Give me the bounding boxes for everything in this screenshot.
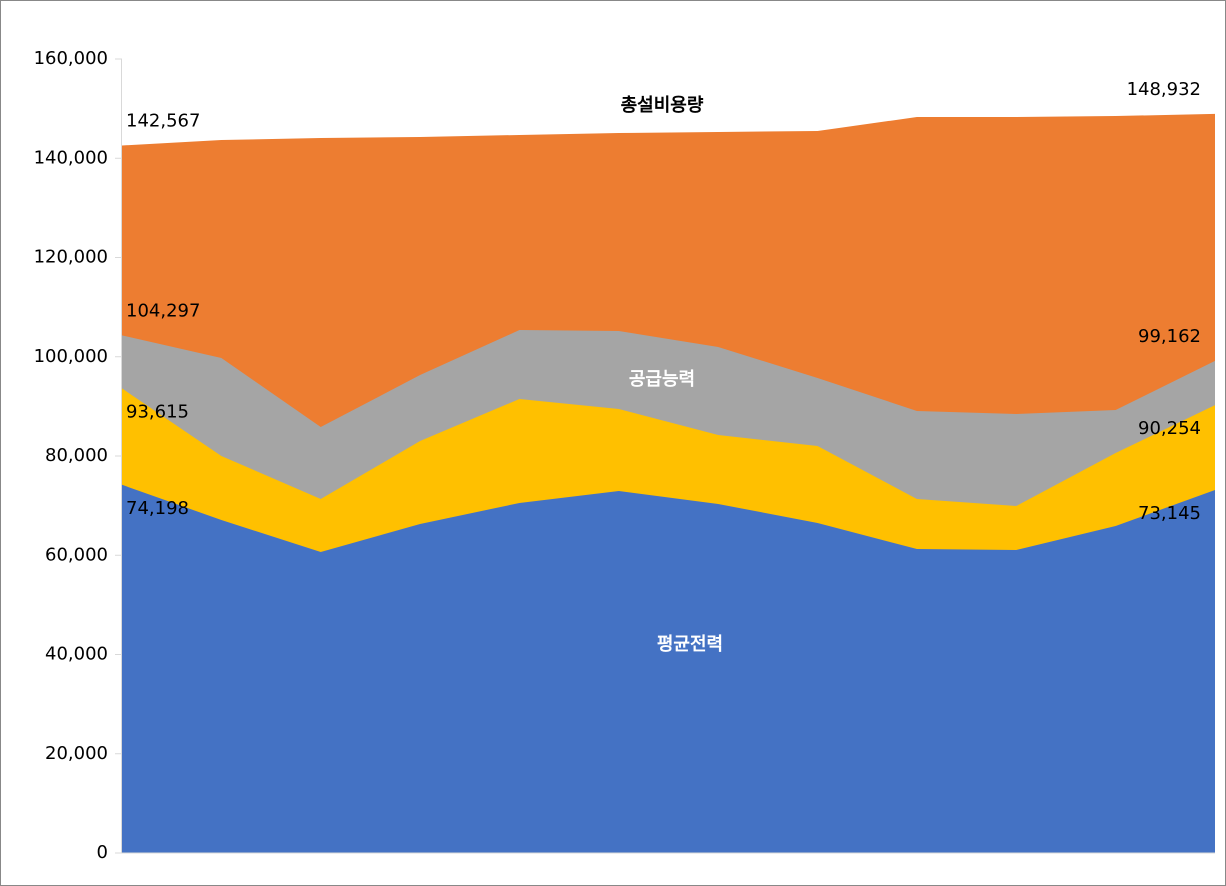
y-tick-label: 20,000	[45, 743, 108, 764]
data-label: 142,567	[126, 111, 200, 132]
series-label: 총설비용량	[621, 95, 704, 116]
y-tick-label: 80,000	[45, 445, 108, 466]
y-tick-label: 40,000	[45, 644, 108, 665]
data-label: 74,198	[126, 498, 189, 519]
y-tick-label: 120,000	[34, 247, 108, 268]
data-label: 104,297	[126, 300, 200, 321]
series-label: 공급능력	[629, 369, 695, 390]
y-tick-label: 60,000	[45, 544, 108, 565]
data-label: 93,615	[126, 401, 189, 422]
y-tick-label: 140,000	[34, 147, 108, 168]
series-label: 평균전력	[657, 634, 723, 655]
data-label: 148,932	[1127, 79, 1201, 100]
data-label: 73,145	[1138, 503, 1201, 524]
y-tick-label: 160,000	[34, 48, 108, 69]
data-label: 90,254	[1138, 418, 1201, 439]
y-tick-label: 0	[97, 842, 108, 863]
area	[122, 484, 1215, 853]
data-label: 99,162	[1138, 326, 1201, 347]
y-tick-label: 100,000	[34, 346, 108, 367]
